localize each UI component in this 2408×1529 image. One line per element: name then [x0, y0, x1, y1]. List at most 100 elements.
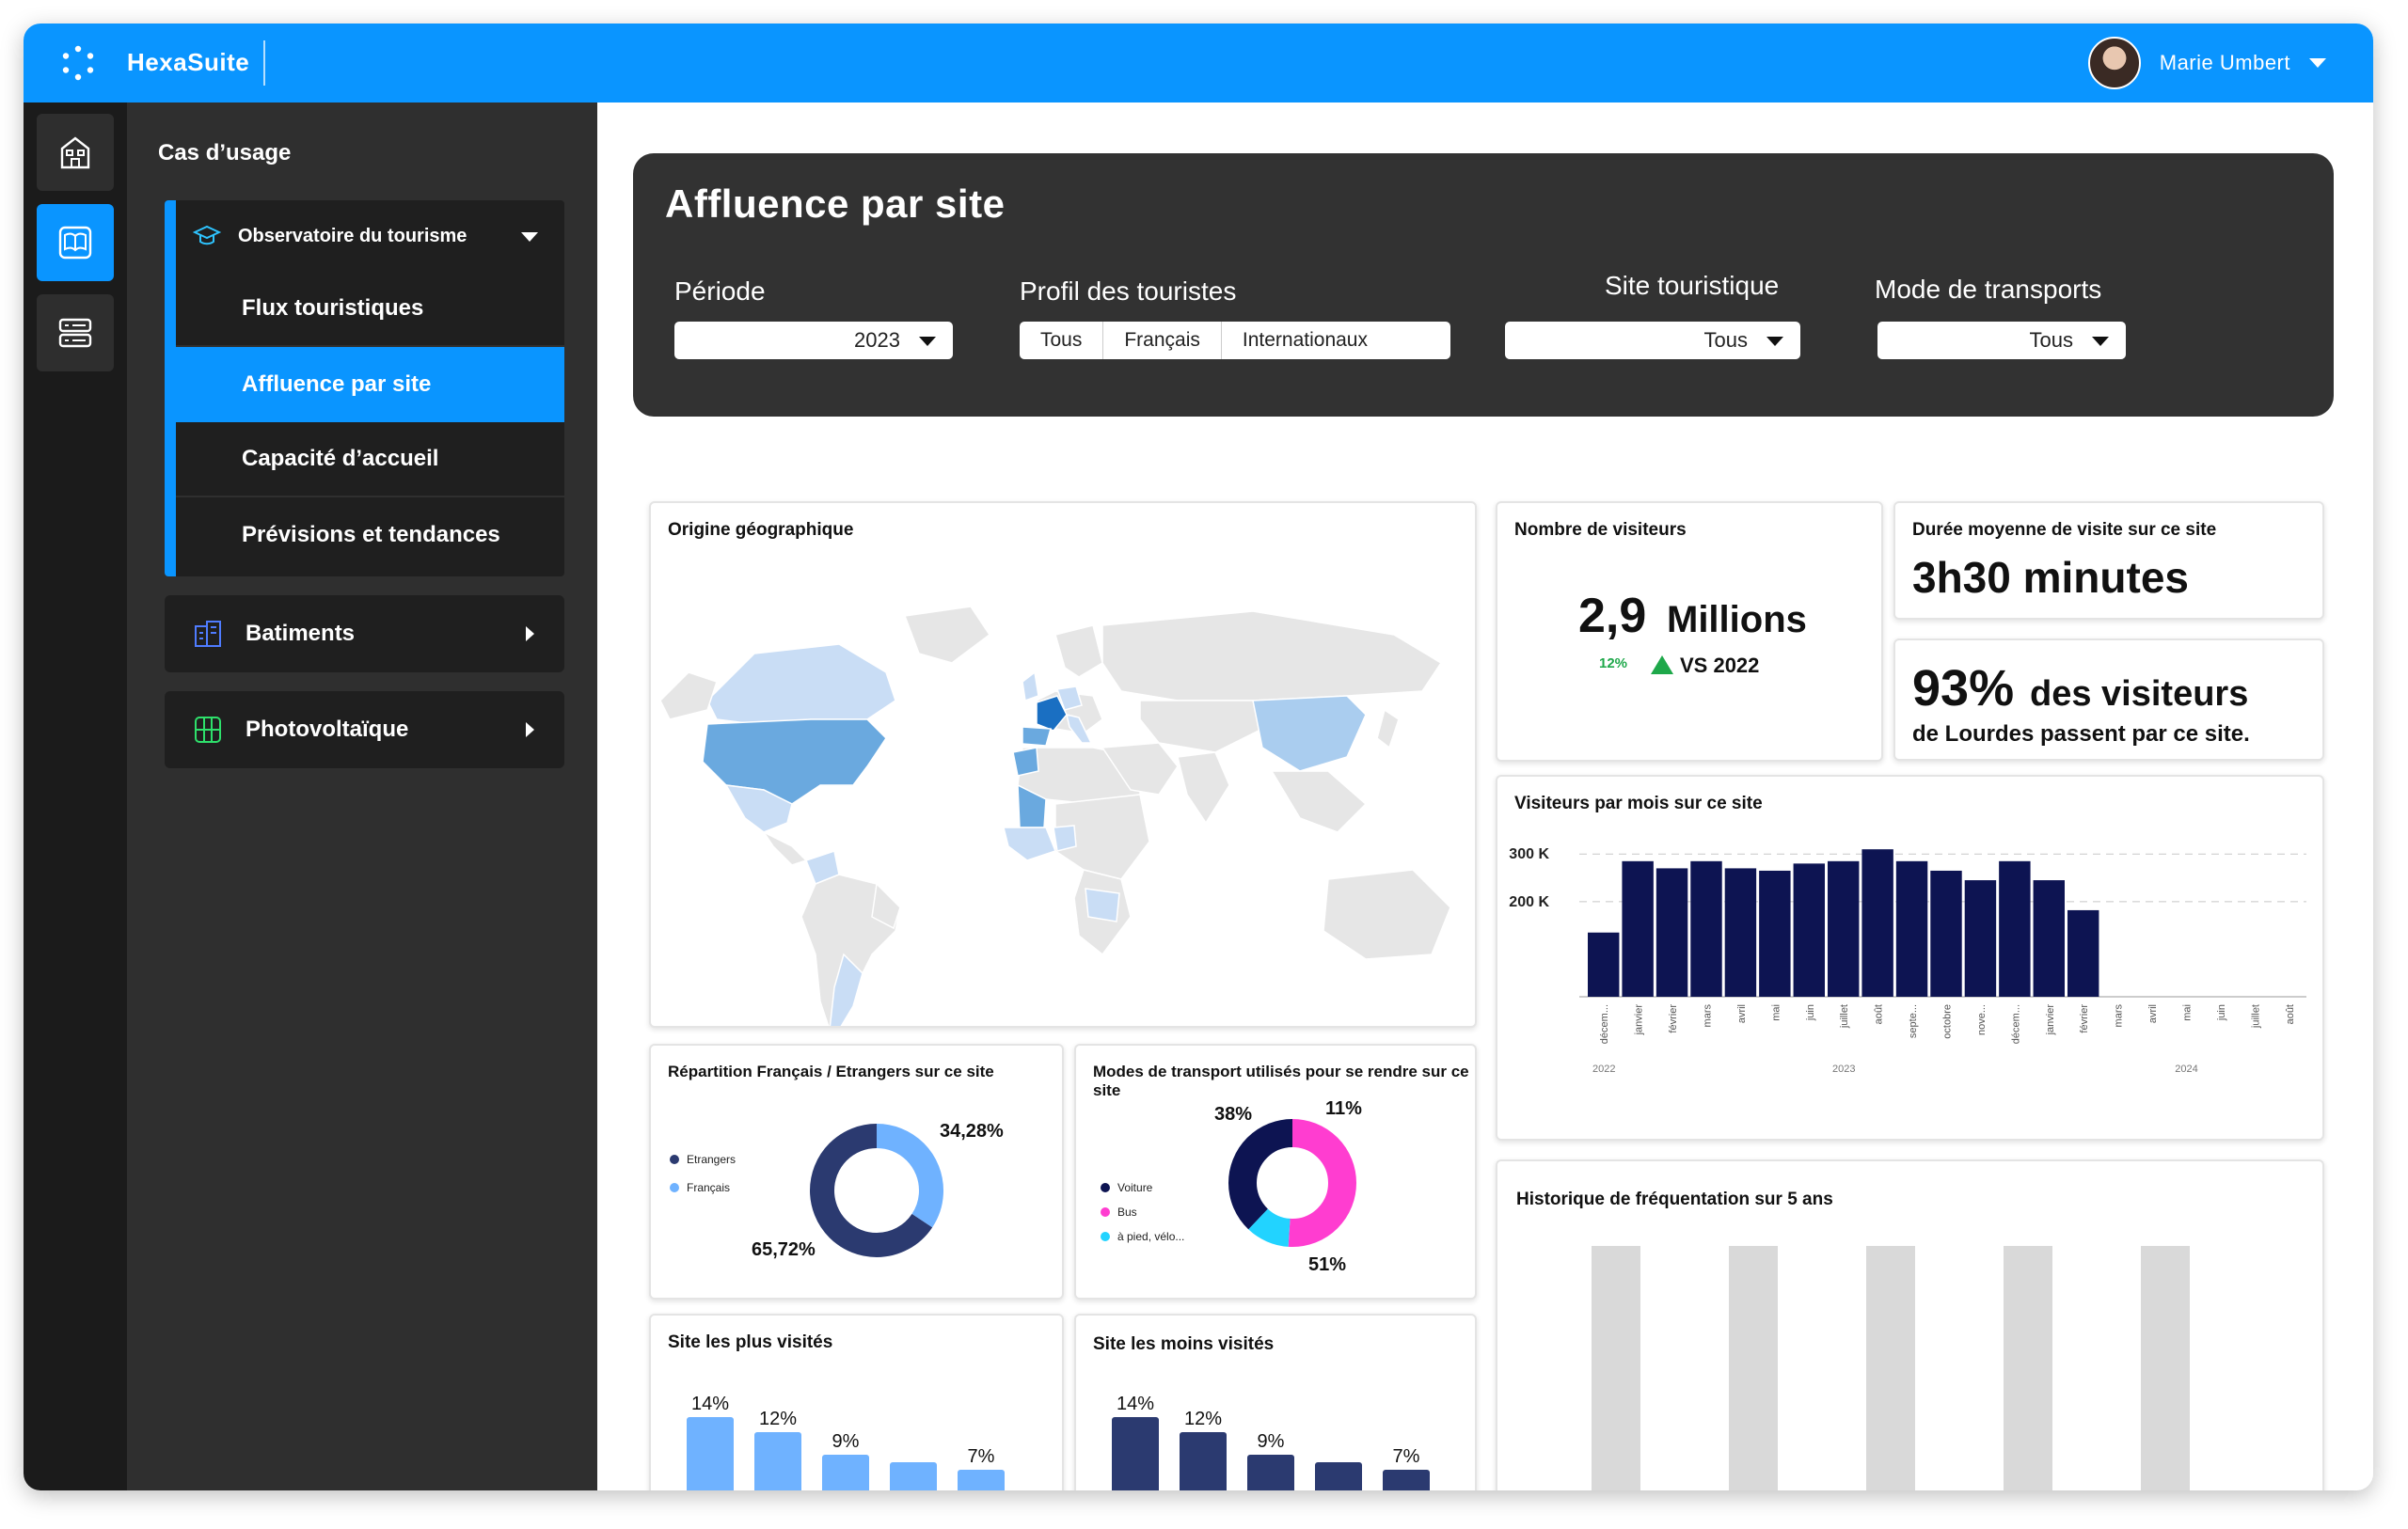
book-icon [58, 226, 92, 260]
chevron-down-icon[interactable] [2092, 337, 2109, 346]
bar-value-label: 9% [832, 1431, 860, 1452]
donut-chart-repartition[interactable] [801, 1115, 952, 1266]
map-region-italy [1065, 713, 1093, 744]
hexasuite-logo-icon[interactable] [59, 44, 97, 82]
bar-value-label: 7% [1393, 1446, 1420, 1467]
legend-item-a-pied: à pied, vélo... [1101, 1230, 1184, 1243]
bar[interactable] [1828, 860, 1860, 997]
donut-slice[interactable] [1228, 1119, 1356, 1247]
bar[interactable] [2141, 1246, 2190, 1490]
bar[interactable] [1180, 1432, 1227, 1490]
nav-group-header[interactable]: Observatoire du tourisme [176, 200, 564, 272]
side-navigation: Cas d’usage Observatoire du tourisme Flu… [127, 102, 597, 1490]
bar[interactable] [1866, 1246, 1915, 1490]
profil-option-tous[interactable]: Tous [1020, 322, 1104, 359]
donut-slice[interactable] [810, 1124, 943, 1257]
map-region-russia [1101, 610, 1443, 701]
bar[interactable] [958, 1470, 1005, 1490]
site-value: Tous [1703, 328, 1748, 352]
nav-item-capacite[interactable]: Capacité d’accueil [176, 422, 564, 497]
profil-option-francais[interactable]: Français [1103, 322, 1222, 359]
map-region-madagascar-region [1085, 888, 1120, 922]
x-tick-label: nove... [1976, 1004, 1988, 1035]
bar[interactable] [1895, 860, 1928, 997]
chevron-down-icon[interactable] [919, 337, 936, 346]
map-region-southeast-asia [1270, 770, 1368, 833]
bottom-sites-bar-chart[interactable]: 14% 12% 9% 7% [1076, 1363, 1477, 1490]
map-region-greenland [903, 606, 991, 664]
avatar[interactable] [2087, 37, 2141, 89]
bar[interactable] [2067, 909, 2099, 997]
bar[interactable] [1964, 880, 1997, 997]
periode-select[interactable]: 2023 [674, 322, 953, 359]
chevron-down-icon[interactable] [1766, 337, 1783, 346]
card-title: Répartition Français / Etrangers sur ce … [668, 1063, 994, 1080]
y-tick-label: 200 K [1509, 894, 1549, 910]
bar[interactable] [1315, 1462, 1362, 1490]
bar[interactable] [1622, 860, 1654, 997]
bar[interactable] [687, 1417, 734, 1490]
monthly-bar-chart[interactable]: 300 K 200 K décem... janvier février mars avri… [1497, 818, 2324, 1138]
bar[interactable] [1861, 849, 1893, 997]
user-menu[interactable]: Marie Umbert [2087, 37, 2326, 89]
bar[interactable] [822, 1455, 869, 1490]
card-title: Modes de transport utilisés pour se rend… [1093, 1063, 1469, 1099]
nav-item-affluence[interactable]: Affluence par site [176, 347, 564, 422]
world-map[interactable] [651, 560, 1477, 1028]
nav-section-photovoltaique[interactable]: Photovoltaïque [165, 691, 564, 768]
x-tick-label: septe... [1908, 1004, 1919, 1038]
bar[interactable] [1247, 1455, 1294, 1490]
bar[interactable] [1793, 863, 1825, 997]
nav-section-batiments[interactable]: Batiments [165, 595, 564, 672]
map-region-uk [1022, 670, 1039, 702]
chevron-right-icon[interactable] [526, 722, 534, 737]
rail-button-usecases[interactable] [37, 204, 114, 281]
bar[interactable] [1930, 870, 1962, 997]
bar[interactable] [1690, 860, 1722, 997]
profil-segmented-control[interactable]: Tous Français Internationaux [1020, 322, 1450, 359]
bar[interactable] [754, 1432, 801, 1490]
nav-item-previsions[interactable]: Prévisions et tendances [242, 522, 500, 547]
top-sites-bar-chart[interactable]: 14% 12% 9% 7% [651, 1363, 1064, 1490]
bar[interactable] [890, 1462, 937, 1490]
nav-section-label: Photovoltaïque [246, 717, 409, 742]
bar[interactable] [1656, 868, 1688, 997]
bar[interactable] [1724, 868, 1757, 997]
user-name[interactable]: Marie Umbert [2159, 51, 2290, 74]
nav-item-flux[interactable]: Flux touristiques [176, 272, 564, 347]
transport-select[interactable]: Tous [1877, 322, 2126, 359]
main-content: Affluence par site Période 2023 Profil d… [597, 102, 2373, 1490]
map-region-spain [1022, 726, 1052, 747]
bar[interactable] [1729, 1246, 1778, 1490]
slice-label-bus: 51% [1308, 1254, 1347, 1275]
history-bar-chart[interactable] [1497, 1246, 2324, 1490]
bar[interactable] [1112, 1417, 1159, 1490]
bar[interactable] [2033, 880, 2065, 997]
bar[interactable] [1999, 860, 2031, 997]
percent-subtext: de Lourdes passent par ce site. [1912, 721, 2250, 747]
bar[interactable] [1588, 932, 1620, 997]
legend-item-voiture: Voiture [1101, 1181, 1152, 1194]
x-tick-label: juin [1805, 1004, 1816, 1021]
profil-option-internationaux[interactable]: Internationaux [1242, 329, 1368, 351]
x-tick-label: juillet [2250, 1004, 2261, 1029]
site-select[interactable]: Tous [1505, 322, 1800, 359]
donut-chart-transport[interactable] [1217, 1108, 1368, 1258]
app-window: HexaSuite Marie Umbert [24, 24, 2373, 1490]
legend-label: Bus [1117, 1206, 1137, 1219]
bar-value-label: 12% [1184, 1409, 1222, 1429]
rail-button-home[interactable] [37, 114, 114, 191]
periode-label: Période [674, 276, 766, 306]
bar[interactable] [2004, 1246, 2052, 1490]
card-title: Nombre de visiteurs [1514, 520, 1687, 540]
bar[interactable] [1592, 1246, 1640, 1490]
transport-value: Tous [2029, 328, 2073, 352]
bar[interactable] [1383, 1470, 1430, 1490]
chevron-down-icon[interactable] [521, 232, 538, 242]
rail-button-servers[interactable] [37, 294, 114, 371]
nav-title: Cas d’usage [158, 140, 292, 166]
bar[interactable] [1759, 870, 1791, 997]
chevron-right-icon[interactable] [526, 626, 534, 641]
chevron-down-icon[interactable] [2309, 58, 2326, 68]
map-region-middle-east [1101, 742, 1179, 796]
